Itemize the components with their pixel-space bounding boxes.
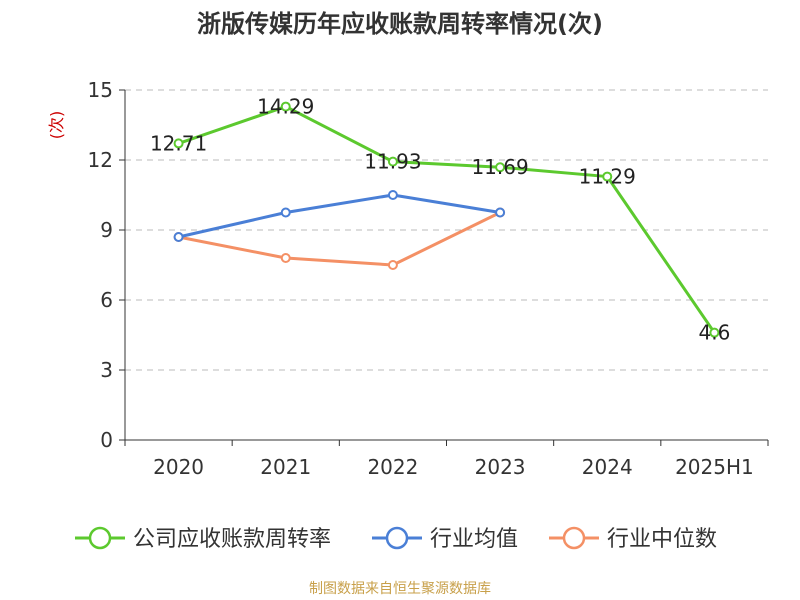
data-point bbox=[709, 327, 720, 338]
legend-item[interactable]: 行业均值 bbox=[372, 526, 518, 552]
data-point bbox=[387, 190, 398, 200]
y-tick-label: 6 bbox=[100, 288, 113, 312]
series-line bbox=[178, 211, 501, 267]
x-tick-label: 2024 bbox=[582, 455, 633, 479]
data-point bbox=[173, 138, 184, 149]
source-note: 制图数据来自恒生聚源数据库 bbox=[309, 581, 491, 597]
legend-marker-icon bbox=[562, 526, 586, 550]
legend-item[interactable]: 行业中位数 bbox=[549, 526, 717, 552]
series-line bbox=[178, 193, 501, 239]
y-axis-title: (次) bbox=[47, 111, 66, 140]
x-tick-label: 2022 bbox=[367, 455, 418, 479]
series-lines bbox=[173, 101, 720, 338]
legend[interactable]: 公司应收账款周转率 行业均值 行业中位数 bbox=[75, 526, 717, 552]
legend-label: 公司应收账款周转率 bbox=[133, 527, 331, 552]
legend-marker-icon bbox=[385, 526, 409, 550]
data-point bbox=[387, 260, 398, 270]
data-point bbox=[280, 253, 291, 263]
legend-marker-icon bbox=[88, 526, 112, 550]
data-label: 14.29 bbox=[257, 95, 314, 119]
data-point bbox=[495, 162, 506, 173]
x-tick-label: 2025H1 bbox=[675, 455, 754, 479]
chart-title: 浙版传媒历年应收账款周转率情况(次) bbox=[197, 10, 603, 38]
data-label: 4.6 bbox=[699, 321, 731, 345]
data-point bbox=[602, 171, 613, 182]
x-tick-label: 2020 bbox=[153, 455, 204, 479]
data-label: 11.93 bbox=[364, 150, 421, 174]
y-tick-label: 12 bbox=[88, 148, 113, 172]
data-point bbox=[280, 101, 291, 112]
axes: 0 3 6 9 12 15 2020 2021 2022 2023 2024 2025H1 bbox=[88, 78, 769, 479]
data-labels: 12.71 14.29 11.93 11.69 11.29 4.6 bbox=[150, 95, 730, 345]
x-tick-label: 2023 bbox=[475, 455, 526, 479]
series-line bbox=[178, 105, 716, 334]
data-label: 12.71 bbox=[150, 131, 207, 155]
data-point bbox=[387, 156, 398, 167]
data-point bbox=[280, 207, 291, 218]
legend-item[interactable]: 公司应收账款周转率 bbox=[75, 526, 331, 552]
legend-label: 行业均值 bbox=[430, 527, 518, 552]
data-point bbox=[173, 232, 184, 242]
data-label: 11.29 bbox=[579, 165, 636, 189]
grid-lines bbox=[125, 89, 768, 371]
y-tick-label: 0 bbox=[100, 428, 113, 452]
x-tick-label: 2021 bbox=[260, 455, 311, 479]
legend-label: 行业中位数 bbox=[607, 527, 717, 552]
data-point bbox=[495, 207, 506, 218]
data-label: 11.69 bbox=[471, 155, 528, 179]
y-tick-label: 9 bbox=[100, 218, 113, 242]
y-tick-label: 15 bbox=[88, 78, 113, 102]
y-tick-label: 3 bbox=[100, 358, 113, 382]
